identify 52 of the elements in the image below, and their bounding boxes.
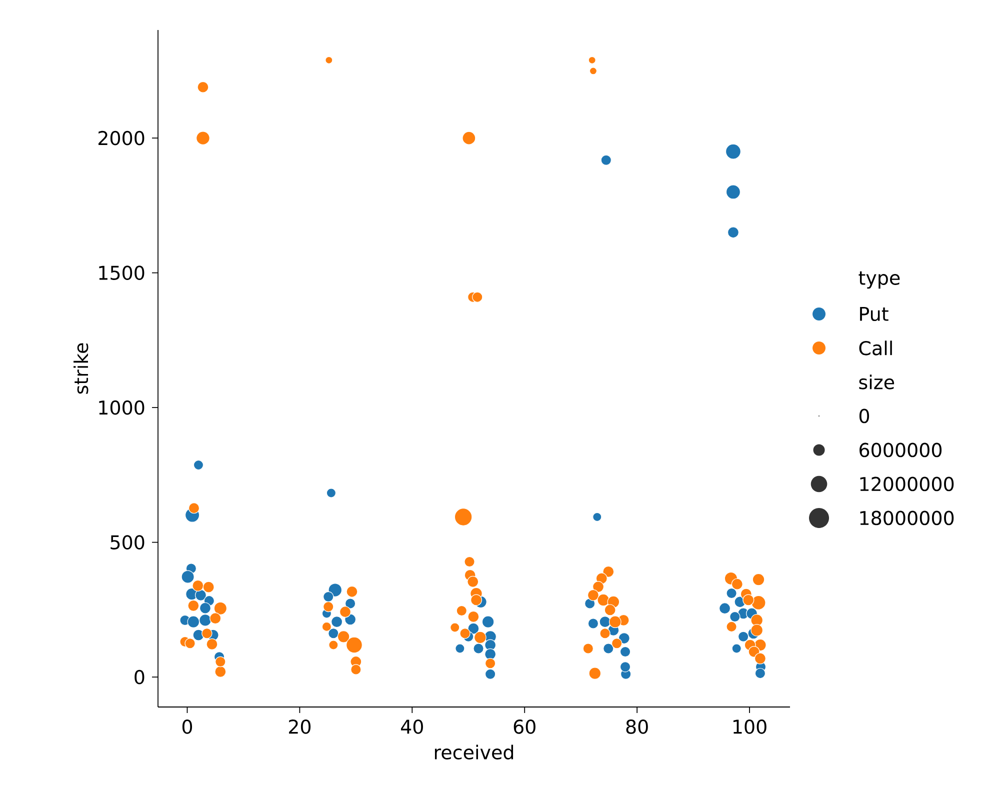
point — [618, 632, 630, 644]
point — [599, 616, 611, 628]
point — [468, 622, 480, 634]
point — [181, 570, 194, 584]
point — [603, 643, 614, 654]
point — [331, 616, 343, 628]
legend-title: type — [858, 271, 900, 289]
point — [584, 598, 596, 609]
point — [344, 598, 356, 609]
point — [199, 602, 212, 614]
point — [323, 591, 334, 602]
y-tick-label: 500 — [110, 535, 144, 550]
y-tick-label: 0 — [134, 670, 144, 684]
point — [344, 614, 356, 626]
point — [730, 611, 740, 622]
point — [738, 631, 749, 642]
x-tick-label: 40 — [400, 720, 423, 734]
point — [194, 589, 207, 601]
point — [473, 643, 484, 654]
legend-label: 12000000 — [860, 476, 954, 492]
y-tick-label: 1000 — [99, 400, 144, 415]
legend-label: 6000000 — [860, 442, 942, 458]
x-tick-label: 0 — [182, 720, 192, 734]
point — [588, 618, 599, 629]
point — [620, 646, 631, 658]
y-axis-title: strike — [74, 343, 88, 394]
point — [187, 616, 200, 628]
point — [754, 668, 766, 679]
y-tick-label: 2000 — [98, 130, 144, 146]
legend-label: Call — [859, 340, 892, 356]
y-tick-label: 1500 — [99, 266, 144, 280]
legend-label: 18000000 — [860, 510, 954, 526]
point — [620, 661, 631, 672]
x-axis-title: received — [434, 744, 514, 760]
point — [484, 668, 496, 680]
legend-label: 0 — [859, 408, 870, 424]
point — [199, 614, 212, 626]
point — [328, 628, 339, 639]
point — [484, 648, 496, 660]
x-tick-label: 60 — [514, 720, 536, 734]
point — [193, 460, 204, 470]
legend-label: Put — [860, 306, 888, 322]
point — [600, 154, 612, 166]
x-tick-label: 80 — [626, 720, 648, 734]
point — [482, 616, 494, 628]
point — [726, 588, 737, 599]
x-tick-label: 20 — [289, 720, 311, 734]
point — [326, 488, 336, 498]
x-tick-label: 100 — [733, 720, 766, 734]
text: size — [859, 374, 894, 390]
point — [727, 226, 739, 238]
point — [719, 602, 731, 614]
